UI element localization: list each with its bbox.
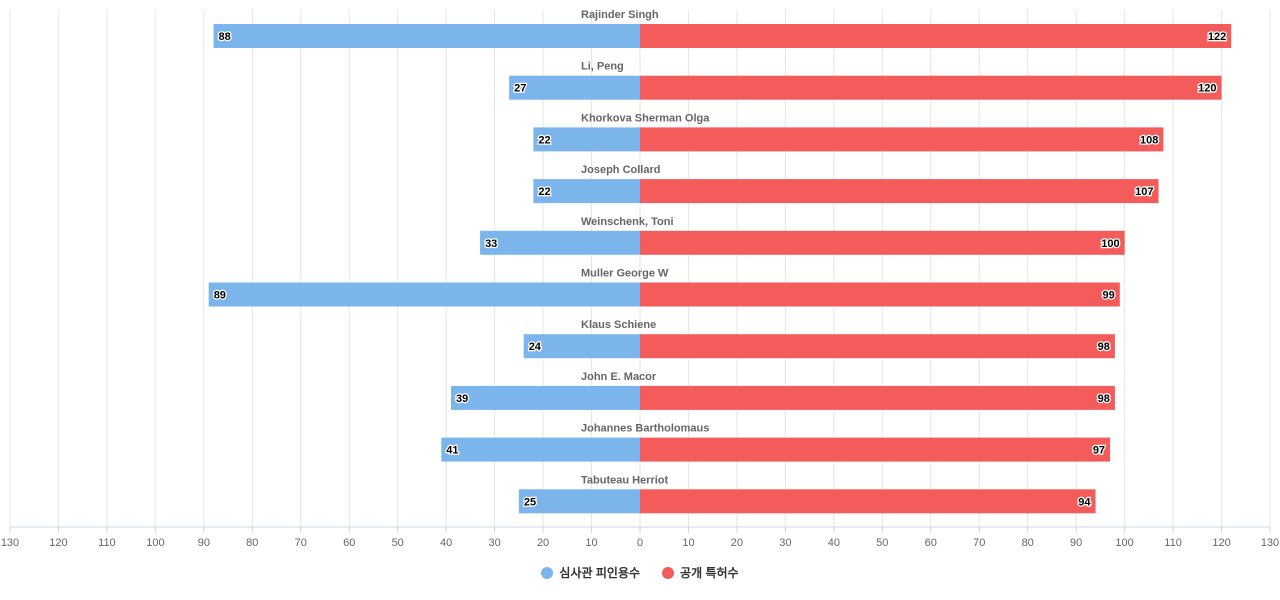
category-label: Li, Peng <box>581 61 624 73</box>
category-label: Joseph Collard <box>581 164 660 176</box>
x-tick-label: 40 <box>828 537 840 549</box>
x-tick-label: 50 <box>876 537 888 549</box>
x-tick-label: 110 <box>98 537 116 549</box>
data-label-patents: 97 <box>1093 445 1105 457</box>
data-label-patents: 100 <box>1101 238 1119 250</box>
bar-patents <box>640 489 1096 514</box>
legend-dot-red <box>662 566 675 579</box>
data-label-patents: 94 <box>1078 496 1091 508</box>
x-tick-label: 70 <box>973 537 985 549</box>
data-label-patents: 120 <box>1198 83 1216 95</box>
data-label-citations: 41 <box>446 445 458 457</box>
chart: 130 120 110 100 90 80 70 60 50 40 30 20 10 0 10 20 30 40 5… <box>1 9 1279 549</box>
bar-citations <box>480 230 640 255</box>
x-tick-label: 110 <box>1164 537 1182 549</box>
x-tick-label: 10 <box>682 537 694 549</box>
x-tick-label: 20 <box>537 537 549 549</box>
x-tick-label: 80 <box>1022 537 1034 549</box>
x-tick-label: 90 <box>1070 537 1082 549</box>
data-label-patents: 108 <box>1140 134 1158 146</box>
bar-citations <box>509 75 640 100</box>
data-label-patents: 98 <box>1098 341 1110 353</box>
x-tick-label: 0 <box>637 537 643 549</box>
category-label: Muller George W <box>581 268 669 280</box>
bar-patents <box>640 282 1120 307</box>
bar-patents <box>640 75 1222 100</box>
bar-citations <box>441 437 640 462</box>
x-tick-label: 70 <box>295 537 307 549</box>
data-label-citations: 25 <box>524 496 536 508</box>
category-label: Klaus Schiene <box>581 319 656 331</box>
x-tick-label: 100 <box>146 537 164 549</box>
bar-citations <box>208 282 640 307</box>
bar-patents <box>640 127 1164 152</box>
legend-item-patents[interactable]: 공개 특허수 <box>662 564 739 581</box>
bar-patents <box>640 334 1115 359</box>
data-label-patents: 107 <box>1135 186 1153 198</box>
x-tick-label: 30 <box>488 537 500 549</box>
x-tick-label: 20 <box>731 537 743 549</box>
data-label-citations: 89 <box>214 290 226 302</box>
bar-patents <box>640 437 1111 462</box>
data-label-citations: 88 <box>219 31 231 43</box>
x-tick-label: 50 <box>392 537 404 549</box>
data-label-citations: 22 <box>538 186 550 198</box>
x-tick-label: 80 <box>246 537 258 549</box>
bar-patents <box>640 385 1115 410</box>
x-tick-label: 30 <box>779 537 791 549</box>
bar-citations <box>533 179 640 204</box>
x-tick-label: 130 <box>1261 537 1279 549</box>
data-label-citations: 33 <box>485 238 497 250</box>
bar-citations <box>213 24 641 48</box>
data-label-patents: 98 <box>1098 393 1110 405</box>
bar-citations <box>451 385 640 410</box>
x-tick-label: 120 <box>1212 537 1230 549</box>
bar-citations <box>518 489 640 514</box>
category-label: Khorkova Sherman Olga <box>581 112 710 124</box>
data-label-patents: 122 <box>1208 31 1226 43</box>
x-tick-label: 60 <box>925 537 937 549</box>
x-tick-label: 130 <box>1 537 19 549</box>
category-label: Johannes Bartholomaus <box>581 423 709 435</box>
x-tick-label: 10 <box>585 537 597 549</box>
legend: 심사관 피인용수 공개 특허수 <box>0 564 1280 581</box>
x-tick-label: 120 <box>49 537 67 549</box>
legend-dot-blue <box>541 566 554 579</box>
data-label-patents: 99 <box>1103 290 1115 302</box>
bar-citations <box>533 127 640 152</box>
data-label-citations: 39 <box>456 393 468 405</box>
x-tick-label: 100 <box>1115 537 1133 549</box>
category-label: Rajinder Singh <box>581 9 659 21</box>
category-label: Weinschenk, Toni <box>581 216 674 228</box>
data-label-citations: 22 <box>538 134 550 146</box>
category-label: Tabuteau Herriot <box>581 474 669 486</box>
legend-item-citations[interactable]: 심사관 피인용수 <box>541 564 640 581</box>
bar-patents <box>640 230 1125 255</box>
x-tick-label: 40 <box>440 537 452 549</box>
bar-patents <box>640 24 1232 48</box>
data-label-citations: 24 <box>529 341 542 353</box>
x-tick-label: 60 <box>343 537 355 549</box>
bar-citations <box>523 334 640 359</box>
bar-patents <box>640 179 1159 204</box>
x-tick-label: 90 <box>198 537 210 549</box>
category-label: John E. Macor <box>581 371 657 383</box>
data-label-citations: 27 <box>514 83 526 95</box>
